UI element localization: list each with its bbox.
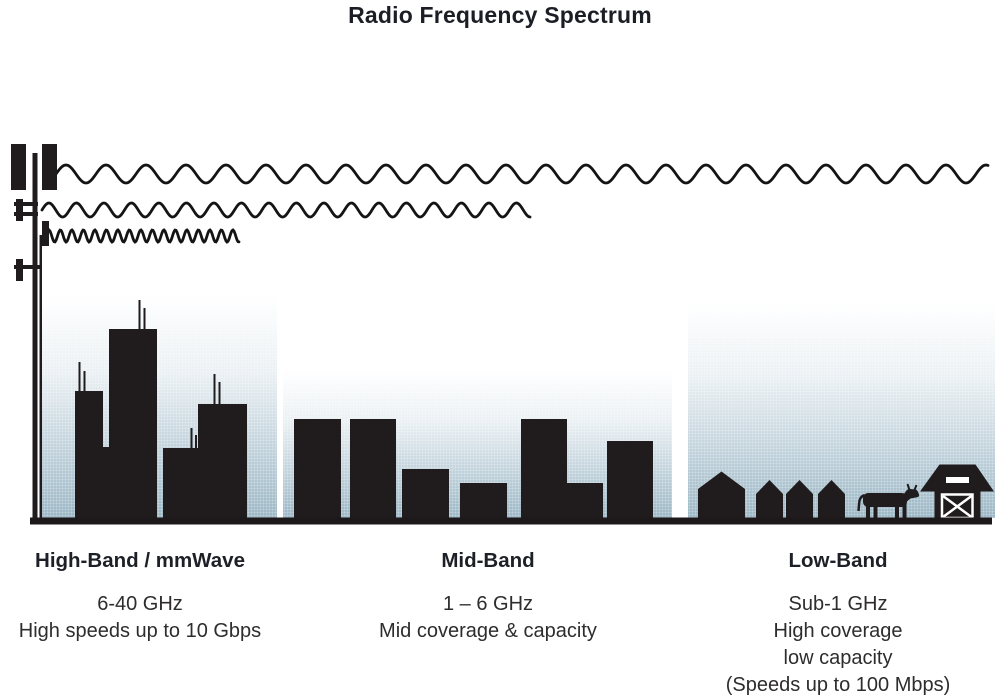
barn-loft-vent <box>946 477 969 483</box>
houses-icon <box>698 471 845 518</box>
short-wave-icon <box>44 228 241 244</box>
cow-icon <box>857 483 920 518</box>
city-skyline-icon <box>75 300 247 518</box>
low-band-details: Sub-1 GHz High coverage low capacity (Sp… <box>688 591 988 699</box>
mid-band-title: Mid-Band <box>441 549 535 572</box>
high-band-description: High speeds up to 10 Gbps <box>18 620 262 642</box>
low-band-coverage: High coverage <box>773 620 903 642</box>
cell-tower-icon <box>11 144 57 518</box>
radio-waves <box>40 163 990 244</box>
mid-rise-buildings-icon <box>294 419 653 518</box>
high-band-frequency: 6-40 GHz <box>97 593 183 615</box>
low-band-capacity: low capacity <box>783 647 893 669</box>
high-band-label-block: High-Band / mmWave 6-40 GHz High speeds … <box>10 550 270 645</box>
low-band-frequency: Sub-1 GHz <box>788 593 888 615</box>
ground-line <box>30 517 992 525</box>
mid-band-frequency: 1 – 6 GHz <box>442 593 534 615</box>
rooftop-antennas-icon <box>78 300 221 448</box>
high-band-title: High-Band / mmWave <box>35 549 245 572</box>
barn-icon <box>920 464 994 520</box>
mid-band-label-block: Mid-Band 1 – 6 GHz Mid coverage & capaci… <box>358 550 618 645</box>
low-band-label-block: Low-Band Sub-1 GHz High coverage low cap… <box>688 550 988 699</box>
medium-wave-icon <box>40 201 532 219</box>
low-band-title: Low-Band <box>788 549 888 572</box>
long-wave-icon <box>54 163 990 185</box>
mid-band-description: Mid coverage & capacity <box>379 620 597 642</box>
barn-door-crossbuck <box>942 494 973 519</box>
page-title: Radio Frequency Spectrum <box>348 2 652 28</box>
high-band-details: 6-40 GHz High speeds up to 10 Gbps <box>10 591 270 645</box>
low-band-speed-note: (Speeds up to 100 Mbps) <box>725 674 951 696</box>
mid-band-details: 1 – 6 GHz Mid coverage & capacity <box>358 591 618 645</box>
